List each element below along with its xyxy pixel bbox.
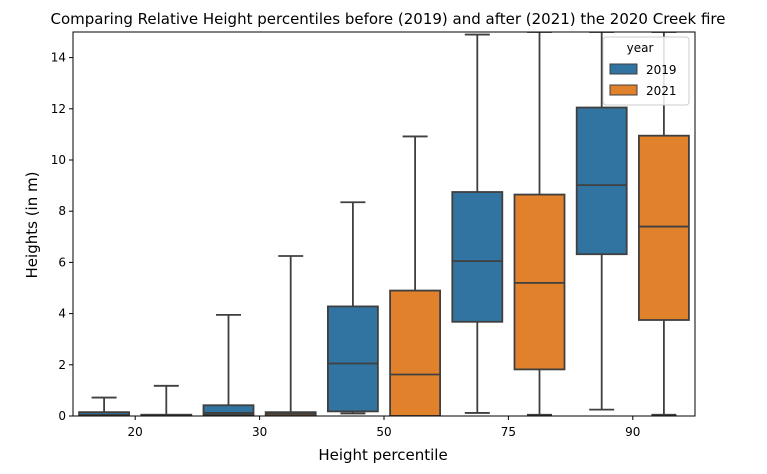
legend-title: year xyxy=(627,41,654,55)
x-tick-label: 30 xyxy=(252,425,267,439)
y-tick-label: 0 xyxy=(58,409,66,423)
chart-title: Comparing Relative Height percentiles be… xyxy=(51,10,726,28)
x-axis-label: Height percentile xyxy=(318,446,447,464)
y-tick-label: 8 xyxy=(58,204,66,218)
box-body xyxy=(389,289,442,416)
box-2019-20 xyxy=(78,396,130,416)
y-axis-label: Heights (in m) xyxy=(23,172,41,279)
y-tick-label: 4 xyxy=(58,307,66,321)
box-2019-50 xyxy=(326,201,379,415)
x-tick-label: 90 xyxy=(625,425,640,439)
legend-label-2021: 2021 xyxy=(646,84,677,98)
legend-swatch-2019 xyxy=(609,63,638,75)
y-tick-label: 12 xyxy=(51,102,66,116)
box-2021-50 xyxy=(389,135,442,416)
y-tick-label: 14 xyxy=(51,51,66,65)
y-tick-label: 10 xyxy=(51,153,66,167)
box-2019-90 xyxy=(575,32,628,411)
box-body xyxy=(451,191,504,323)
box-2021-75 xyxy=(513,32,566,416)
y-axis: 0 2 4 6 8 10 12 14 xyxy=(51,51,73,423)
x-tick-label: 75 xyxy=(501,425,516,439)
box-body xyxy=(575,106,628,256)
box-2019-30 xyxy=(202,313,255,416)
legend: year 2019 2021 xyxy=(602,36,690,106)
legend-label-2019: 2019 xyxy=(646,63,677,77)
box-body xyxy=(202,404,255,416)
legend-swatch-2021 xyxy=(609,84,638,96)
box-body xyxy=(638,134,690,321)
boxes xyxy=(78,32,690,416)
y-tick-label: 2 xyxy=(58,358,66,372)
box-2021-90 xyxy=(638,32,690,416)
x-tick-label: 50 xyxy=(376,425,391,439)
x-tick-label: 20 xyxy=(128,425,143,439)
x-axis: 20 30 50 75 90 xyxy=(128,416,640,439)
box-2019-75 xyxy=(451,33,504,414)
plot-area xyxy=(72,31,696,417)
box-2021-30 xyxy=(264,255,317,416)
y-tick-label: 6 xyxy=(58,255,66,269)
box-body xyxy=(326,305,379,413)
box-2021-20 xyxy=(140,384,193,416)
